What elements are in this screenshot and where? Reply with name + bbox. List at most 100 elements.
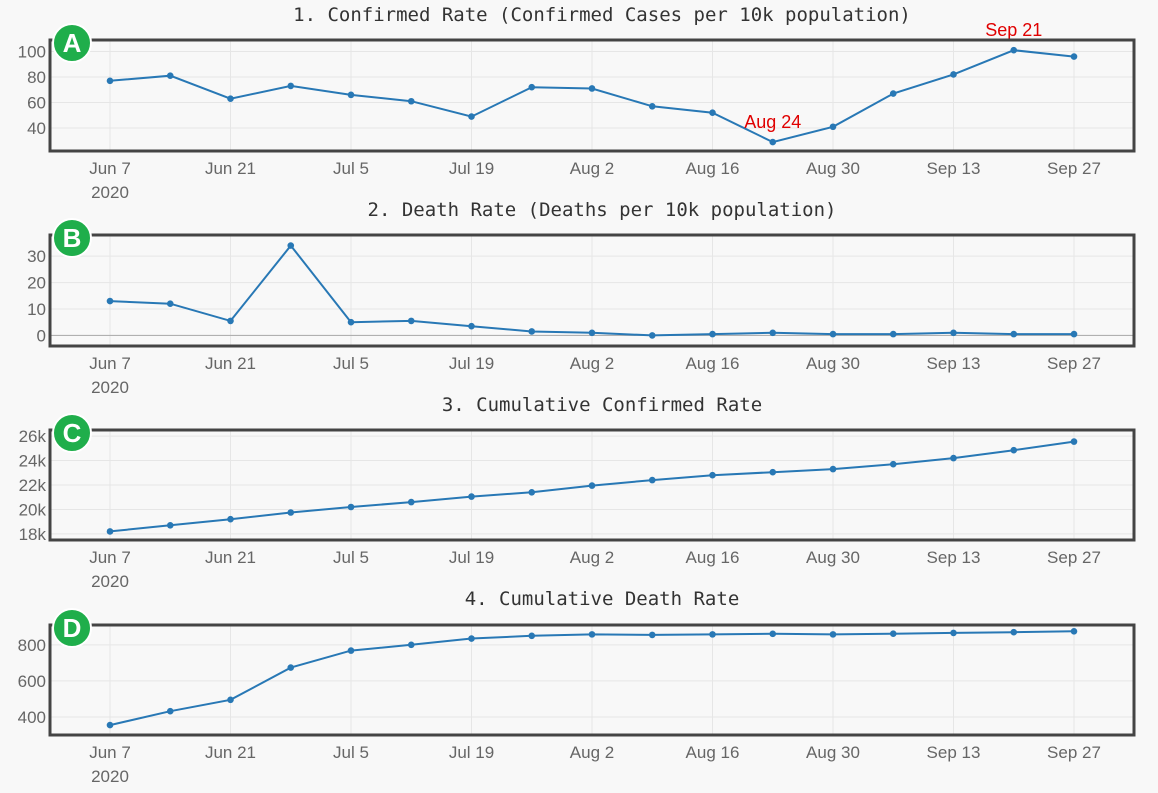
plot-frame — [48, 428, 1136, 542]
x-tick-label: Jul 19 — [449, 354, 494, 373]
data-point — [829, 465, 837, 473]
data-point — [588, 631, 596, 638]
x-year-label: 2020 — [91, 378, 129, 397]
x-tick-label: Jul 5 — [333, 354, 369, 373]
data-point — [468, 635, 475, 642]
data-point — [648, 631, 656, 639]
data-point — [287, 509, 295, 516]
x-tick-label: Aug 16 — [686, 159, 740, 178]
plot-frame — [48, 233, 1136, 348]
chart-title: 4. Cumulative Death Rate — [465, 588, 740, 610]
data-point — [407, 641, 415, 649]
data-point — [1070, 438, 1078, 445]
x-year-label: 2020 — [91, 572, 129, 591]
plot-frame — [48, 623, 1136, 737]
x-tick-label: Jul 5 — [333, 743, 369, 762]
data-point — [468, 113, 475, 120]
data-point — [1070, 53, 1078, 60]
chart-panel-3: 3. Cumulative Confirmed Rate Jun 7 Jun 21 J… — [19, 394, 1136, 591]
panel-badge-label: D — [63, 613, 82, 643]
x-tick-label: Sep 27 — [1047, 159, 1101, 178]
data-point — [227, 696, 234, 704]
data-point — [648, 476, 656, 484]
data-point — [829, 631, 837, 638]
data-point — [648, 332, 656, 339]
data-point — [347, 91, 355, 99]
data-point — [106, 77, 114, 85]
plot-frame — [48, 38, 1136, 153]
x-tick-label: Aug 30 — [806, 159, 860, 178]
chart-title: 1. Confirmed Rate (Confirmed Cases per 1… — [293, 4, 911, 26]
data-point — [1010, 46, 1018, 54]
x-tick-label: Jul 19 — [449, 159, 494, 178]
data-point — [287, 242, 295, 249]
y-tick-label: 80 — [27, 68, 46, 87]
x-tick-label: Aug 2 — [570, 354, 614, 373]
y-tick-label: 18k — [19, 525, 47, 544]
x-year-label: 2020 — [91, 183, 129, 202]
x-tick-label: Aug 2 — [570, 548, 614, 567]
data-point — [769, 329, 777, 337]
data-point — [1010, 446, 1018, 454]
x-tick-label: Jun 7 — [89, 548, 131, 567]
chart-panel-4: 4. Cumulative Death Rate Jun 7 Jun 21 Jul 5… — [18, 588, 1136, 786]
data-point — [347, 318, 355, 326]
data-point — [829, 123, 837, 131]
y-tick-label: 0 — [37, 326, 46, 345]
data-point — [407, 317, 415, 325]
data-point — [106, 297, 114, 305]
data-point — [588, 85, 596, 92]
data-point — [407, 498, 415, 506]
data-point — [950, 454, 957, 462]
data-point — [347, 647, 355, 654]
data-point — [468, 322, 475, 330]
x-tick-label: Jun 21 — [205, 159, 256, 178]
y-tick-label: 100 — [18, 42, 46, 61]
panel-badge-circle — [52, 23, 92, 63]
data-point — [1070, 628, 1078, 635]
data-point — [528, 328, 536, 335]
y-tick-label: 22k — [19, 476, 47, 495]
data-point — [588, 329, 596, 337]
data-point — [106, 721, 114, 729]
annotation-label: Sep 21 — [985, 20, 1042, 40]
x-tick-label: Jun 7 — [89, 354, 131, 373]
data-point — [889, 90, 897, 97]
annotation-label: Aug 24 — [744, 112, 801, 132]
data-point — [227, 317, 234, 325]
data-point — [709, 330, 716, 338]
data-point — [709, 631, 716, 638]
x-tick-label: Aug 2 — [570, 743, 614, 762]
y-tick-label: 26k — [19, 427, 47, 446]
data-point — [287, 82, 295, 90]
x-tick-label: Jun 21 — [205, 743, 256, 762]
data-point — [227, 95, 234, 102]
data-point — [1010, 330, 1018, 338]
panel-badge-label: C — [63, 418, 82, 448]
x-tick-label: Jul 19 — [449, 548, 494, 567]
x-tick-label: Sep 27 — [1047, 743, 1101, 762]
data-point — [528, 632, 536, 640]
x-tick-label: Aug 16 — [686, 743, 740, 762]
data-point — [166, 707, 174, 715]
data-point — [528, 489, 536, 496]
panel-badge-label: B — [63, 223, 82, 253]
data-point — [889, 330, 897, 338]
y-tick-label: 20k — [19, 500, 47, 519]
data-point — [769, 630, 777, 638]
y-tick-label: 600 — [18, 672, 46, 691]
y-tick-label: 60 — [27, 94, 46, 113]
data-point — [1070, 330, 1078, 338]
data-point — [588, 482, 596, 489]
data-point — [950, 329, 957, 337]
panel-badge-circle — [52, 218, 92, 258]
data-point — [468, 493, 475, 500]
chart-panel-1: 1. Confirmed Rate (Confirmed Cases per 1… — [18, 4, 1136, 202]
y-tick-label: 800 — [18, 636, 46, 655]
data-point — [829, 330, 837, 338]
chart-title: 3. Cumulative Confirmed Rate — [442, 394, 762, 416]
data-point — [166, 300, 174, 308]
data-point — [648, 103, 656, 110]
